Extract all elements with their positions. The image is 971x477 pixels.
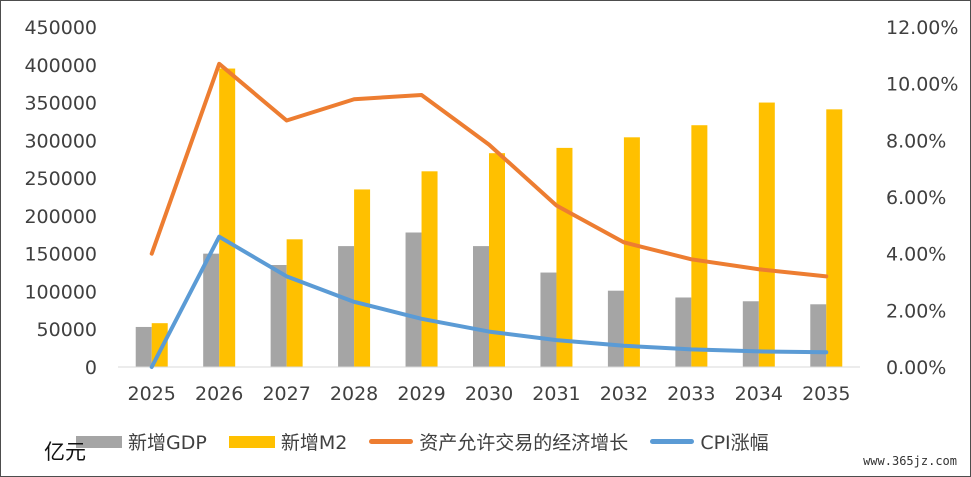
x-tick-2032: 2032 [600,383,648,405]
line-growth-series [149,61,829,279]
legend-swatch-growth [369,439,414,444]
y-left-tick-250000: 250000 [24,168,97,190]
y-right-tick-8.00%: 8.00% [886,130,946,152]
y-left-tick-100000: 100000 [24,281,97,303]
bar-gdp-2034 [742,301,759,367]
x-tick-2025: 2025 [128,383,176,405]
x-tick-2034: 2034 [735,383,783,405]
y-axis-unit-label: 亿元 [44,440,86,464]
legend-label-gdp: 新增GDP [128,432,207,454]
bar-m2-2035 [826,109,843,367]
bar-gdp-2033 [675,297,692,367]
legend-label-m2: 新增M2 [280,432,348,454]
y-right-tick-10.00%: 10.00% [886,74,958,96]
bar-gdp-2028 [338,246,355,367]
y-left-tick-200000: 200000 [24,206,97,228]
bar-gdp-2025 [135,326,152,367]
x-tick-2035: 2035 [802,383,850,405]
legend-swatch-m2 [228,435,275,448]
legend-item-cpi: CPI涨幅 [650,428,769,455]
bar-gdp-2032 [607,290,624,367]
legend-item-growth: 资产允许交易的经济增长 [369,428,628,455]
x-tick-2030: 2030 [465,383,513,405]
legend-label-growth: 资产允许交易的经济增长 [419,432,629,454]
y-left-tick-350000: 350000 [24,93,97,115]
bar-gdp-2030 [473,246,489,367]
bar-m2-2027 [286,239,303,367]
y-right-tick-0.00%: 0.00% [886,357,946,379]
bar-gdp-2029 [405,232,422,367]
line-cpi-series [149,234,829,369]
legend-item-m2: 新增M2 [228,428,348,455]
y-right-tick-2.00%: 2.00% [886,300,946,322]
y-right-tick-12.00%: 12.00% [886,17,958,39]
bar-m2-2034 [758,102,775,368]
x-tick-2031: 2031 [532,383,580,405]
x-tick-2033: 2033 [667,383,715,405]
y-left-tick-300000: 300000 [24,130,97,152]
bar-m2-2030 [489,153,505,367]
bar-gdp-2026 [203,253,220,367]
legend-swatch-cpi [650,439,695,444]
x-tick-2029: 2029 [397,383,445,405]
y-right-tick-4.00%: 4.00% [886,244,946,266]
bar-m2-2033 [691,125,708,367]
bar-gdp-2027 [270,265,287,367]
legend-item-gdp: 新增GDP [76,428,207,455]
bar-m2-2026 [219,68,236,368]
y-left-tick-0: 0 [85,357,97,379]
bar-m2-2032 [623,137,640,367]
y-left-tick-50000: 50000 [37,319,97,341]
legend-label-cpi: CPI涨幅 [700,432,769,454]
y-left-tick-400000: 400000 [24,55,97,77]
y-left-tick-450000: 450000 [24,17,97,39]
bar-gdp-2031 [540,272,557,367]
bar-m2-2029 [421,171,438,367]
x-tick-2026: 2026 [195,383,243,405]
y-right-tick-6.00%: 6.00% [886,187,946,209]
legend-swatch-gdp [76,435,122,448]
y-left-tick-150000: 150000 [24,244,97,266]
chart-legend: 新增GDP 新增M2 资产允许交易的经济增长 CPI涨幅 [76,428,791,455]
x-tick-2027: 2027 [262,383,310,405]
watermark: www.365jz.com [863,454,957,468]
bar-gdp-2035 [810,304,827,367]
x-tick-2028: 2028 [330,383,378,405]
bar-m2-2031 [556,147,573,367]
bar-m2-2028 [354,189,371,367]
